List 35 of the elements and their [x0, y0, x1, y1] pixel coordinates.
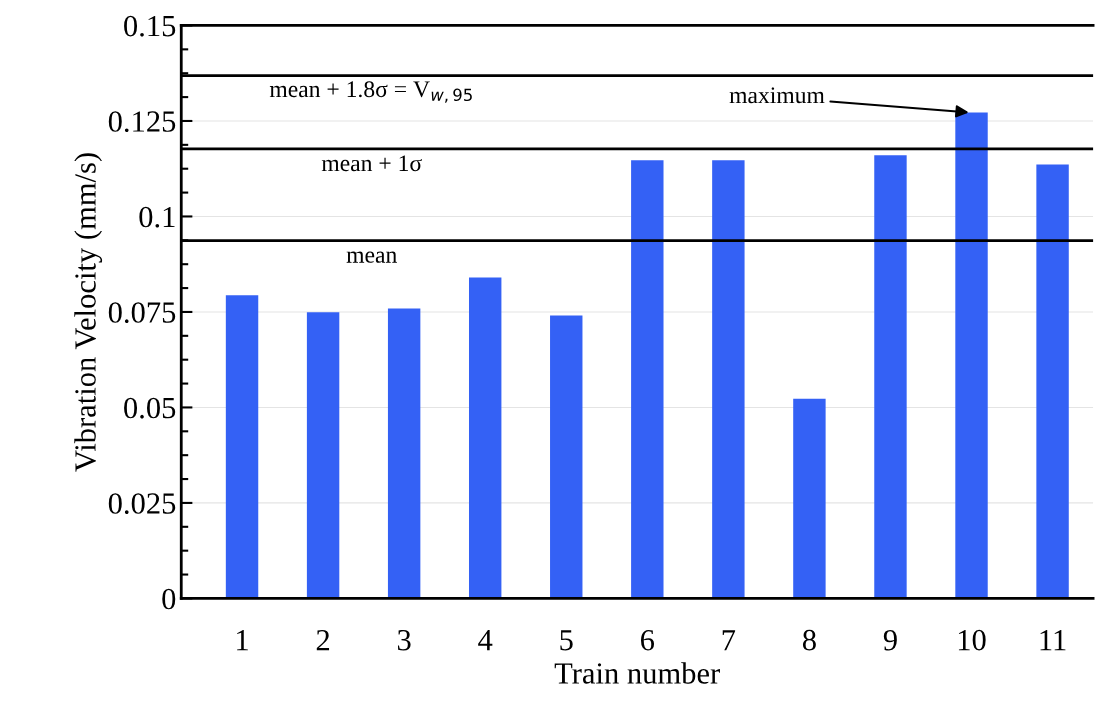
bar — [631, 160, 664, 599]
y-tick-label: 0.075 — [108, 302, 176, 323]
x-tick-label: 10 — [958, 629, 986, 651]
x-tick-label: 11 — [1040, 630, 1066, 651]
y-axis-title: Vibration Velocity (mm/s) — [74, 153, 103, 472]
y-tick-label: 0.025 — [108, 493, 176, 514]
y-tick-label: 0.125 — [108, 111, 176, 133]
x-tick-label: 5 — [560, 630, 573, 651]
x-tick-label: 7 — [722, 630, 736, 651]
x-tick-label: 3 — [397, 629, 411, 651]
bar — [225, 295, 259, 599]
bar — [550, 315, 583, 599]
bar — [712, 160, 745, 599]
ref-line-label: mean — [346, 251, 397, 263]
bar — [874, 155, 907, 599]
bar — [1036, 164, 1069, 599]
x-tick-label: 8 — [802, 629, 816, 651]
x-axis-title: Train number — [554, 662, 720, 684]
bar — [306, 312, 340, 599]
x-tick-label: 2 — [316, 629, 330, 651]
ref-line-label: mean + 1.8σ = V$_{w,95}$ — [269, 81, 472, 103]
x-tick-label: 6 — [640, 629, 655, 651]
annotation: maximum — [729, 87, 825, 104]
y-tick-label: 0.15 — [124, 15, 176, 37]
y-tick-label: 0.05 — [124, 397, 176, 419]
y-tick-label: 0 — [162, 588, 176, 610]
bar — [468, 277, 502, 599]
y-tick-label: 0.1 — [139, 206, 175, 228]
x-tick-label: 1 — [237, 630, 248, 651]
bar — [955, 112, 988, 599]
bar — [793, 398, 826, 599]
ref-line-label: mean + 1σ — [321, 155, 422, 172]
x-tick-label: 9 — [883, 629, 897, 651]
bar — [387, 308, 421, 599]
x-tick-label: 4 — [478, 630, 493, 651]
